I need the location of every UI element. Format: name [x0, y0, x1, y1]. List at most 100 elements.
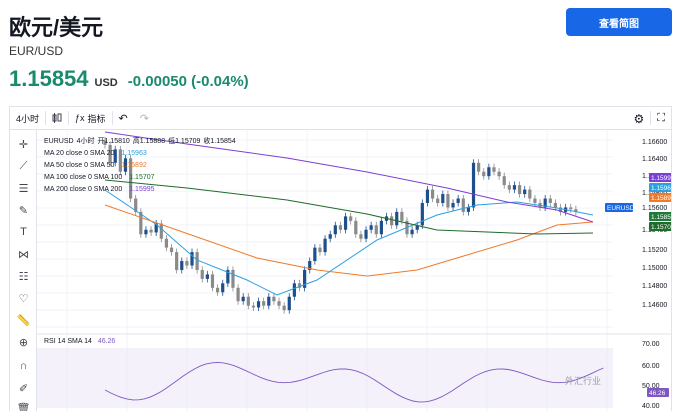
candle [210, 270, 215, 292]
redo-icon[interactable]: ↷ [139, 112, 149, 125]
candle [205, 270, 209, 283]
candle [517, 181, 522, 198]
rsi-pane: 70.00 60.00 50.00 40.00 46.26 [37, 341, 669, 410]
trash-icon[interactable]: 🗑 [16, 402, 31, 411]
legend-high: 1.15888 [139, 138, 166, 145]
crosshair-icon[interactable]: ✛ [18, 138, 29, 151]
candle [379, 217, 383, 238]
price-change: -0.00050 (-0.04%) [127, 73, 249, 90]
candle [553, 199, 558, 212]
legend-low-label: 低 [168, 138, 176, 145]
candle [523, 186, 527, 198]
lock-drawing-icon[interactable]: ✐ [18, 382, 29, 395]
candle [446, 190, 450, 212]
fullscreen-icon[interactable]: ⛶ [657, 112, 665, 124]
candle [251, 302, 256, 312]
candle [169, 244, 174, 256]
heart-icon[interactable]: ♡ [18, 292, 29, 305]
ruler-icon[interactable]: 📏 [16, 314, 31, 327]
candle [558, 203, 563, 216]
svg-text:46.26: 46.26 [649, 390, 666, 397]
rsi-axis-label: 40.00 [642, 403, 660, 410]
candle [164, 235, 169, 252]
legend-close-label: 收 [203, 138, 211, 145]
svg-text:1.15854: 1.15854 [651, 214, 671, 221]
candle [425, 186, 430, 207]
undo-icon[interactable]: ↶ [118, 112, 128, 125]
candle [282, 302, 286, 314]
candle [528, 186, 532, 203]
ma-legend-row[interactable]: MA 100 close 0 SMA 100 1.15707 [44, 172, 236, 184]
svg-text:1.15892: 1.15892 [651, 195, 671, 202]
view-overview-button[interactable]: 查看简图 [566, 8, 672, 36]
brush-icon[interactable]: ✎ [18, 204, 29, 217]
ma-legend-row[interactable]: MA 200 close 0 SMA 200 1.15995 [44, 184, 236, 196]
moving-average-line [104, 131, 594, 223]
zoom-icon[interactable]: ⊕ [18, 336, 29, 349]
text-tool-icon[interactable]: T [20, 226, 27, 238]
legend-high-label: 高 [132, 138, 140, 145]
drawing-tools-sidebar: ✛ ⟋ ☰ ✎ T ⋈ ☷ ♡ 📏 ⊕ ∩ ✐ 🗑 [10, 130, 37, 411]
candle [343, 212, 348, 234]
candle [313, 244, 317, 265]
toolbar-divider [650, 111, 652, 125]
toolbar-divider [111, 111, 113, 125]
candle [287, 293, 291, 314]
watermark-text: 外汇行业 [565, 376, 602, 386]
candle [103, 136, 107, 149]
price-tag: 1.15707 [649, 222, 675, 231]
ma-legend-row[interactable]: MA 20 close 0 SMA 20 1.15963 [44, 148, 236, 160]
ma-value: 1.15892 [121, 162, 147, 169]
symbol-subtitle: EUR/USD [9, 44, 64, 58]
indicators-label: 指标 [87, 113, 106, 124]
interval-button[interactable]: 4小时 [16, 113, 40, 124]
ma-legend-row[interactable]: MA 50 close 0 SMA 50 1.15892 [44, 160, 236, 172]
indicators-button[interactable]: ƒx 指标 [69, 107, 112, 130]
horizontal-lines-icon[interactable]: ☰ [18, 182, 29, 195]
candle-style-icon[interactable] [46, 107, 68, 130]
candle [487, 163, 491, 180]
candle [262, 297, 266, 310]
candle [349, 212, 353, 225]
pattern-icon[interactable]: ⋈ [18, 248, 29, 261]
trend-line-icon[interactable]: ⟋ [19, 159, 28, 172]
legend-close: 1.15854 [210, 138, 236, 145]
price-chart[interactable]: 1.166001.164001.160001.158001.156001.154… [37, 130, 675, 411]
chart-widget: 4小时 ƒx 指标 ↶ ↷ ⚙ ⛶ ✛ ⟋ ☰ ✎ T [9, 106, 675, 411]
ma-label: MA 200 close 0 SMA 200 [44, 186, 123, 193]
svg-text:1.15963: 1.15963 [651, 185, 671, 192]
candle [574, 205, 578, 216]
magnet-icon[interactable]: ∩ [19, 360, 28, 372]
price-axis-label: 1.15600 [642, 205, 667, 212]
chart-plot-area[interactable]: 1.166001.164001.160001.158001.156001.154… [37, 130, 675, 411]
candle [144, 226, 148, 238]
settings-gear-icon[interactable]: ⚙ [633, 111, 645, 126]
rsi-band [37, 348, 613, 408]
price-currency: USD [94, 77, 118, 89]
candle [333, 221, 337, 238]
ma-label: MA 50 close 0 SMA 50 [44, 162, 115, 169]
moving-average-line [104, 189, 594, 296]
candle [226, 266, 230, 287]
candle [507, 181, 511, 194]
candle [569, 203, 573, 213]
toolbar-divider [45, 111, 47, 125]
svg-text:1.15707: 1.15707 [651, 224, 671, 231]
candle [548, 194, 552, 207]
candle [297, 279, 302, 292]
candle [354, 217, 358, 238]
candle [374, 221, 378, 238]
candle [395, 208, 399, 229]
candle [451, 199, 455, 212]
candle [492, 163, 496, 176]
candle [159, 219, 163, 243]
candle [482, 168, 486, 180]
price-tag: 1.15963 [649, 183, 675, 192]
current-price: 1.15854 [9, 66, 89, 91]
candle [256, 297, 261, 312]
rsi-label: RSI 14 SMA 14 [44, 338, 92, 345]
ma-value: 1.15995 [129, 186, 155, 193]
measure-settings-icon[interactable]: ☷ [18, 270, 29, 283]
